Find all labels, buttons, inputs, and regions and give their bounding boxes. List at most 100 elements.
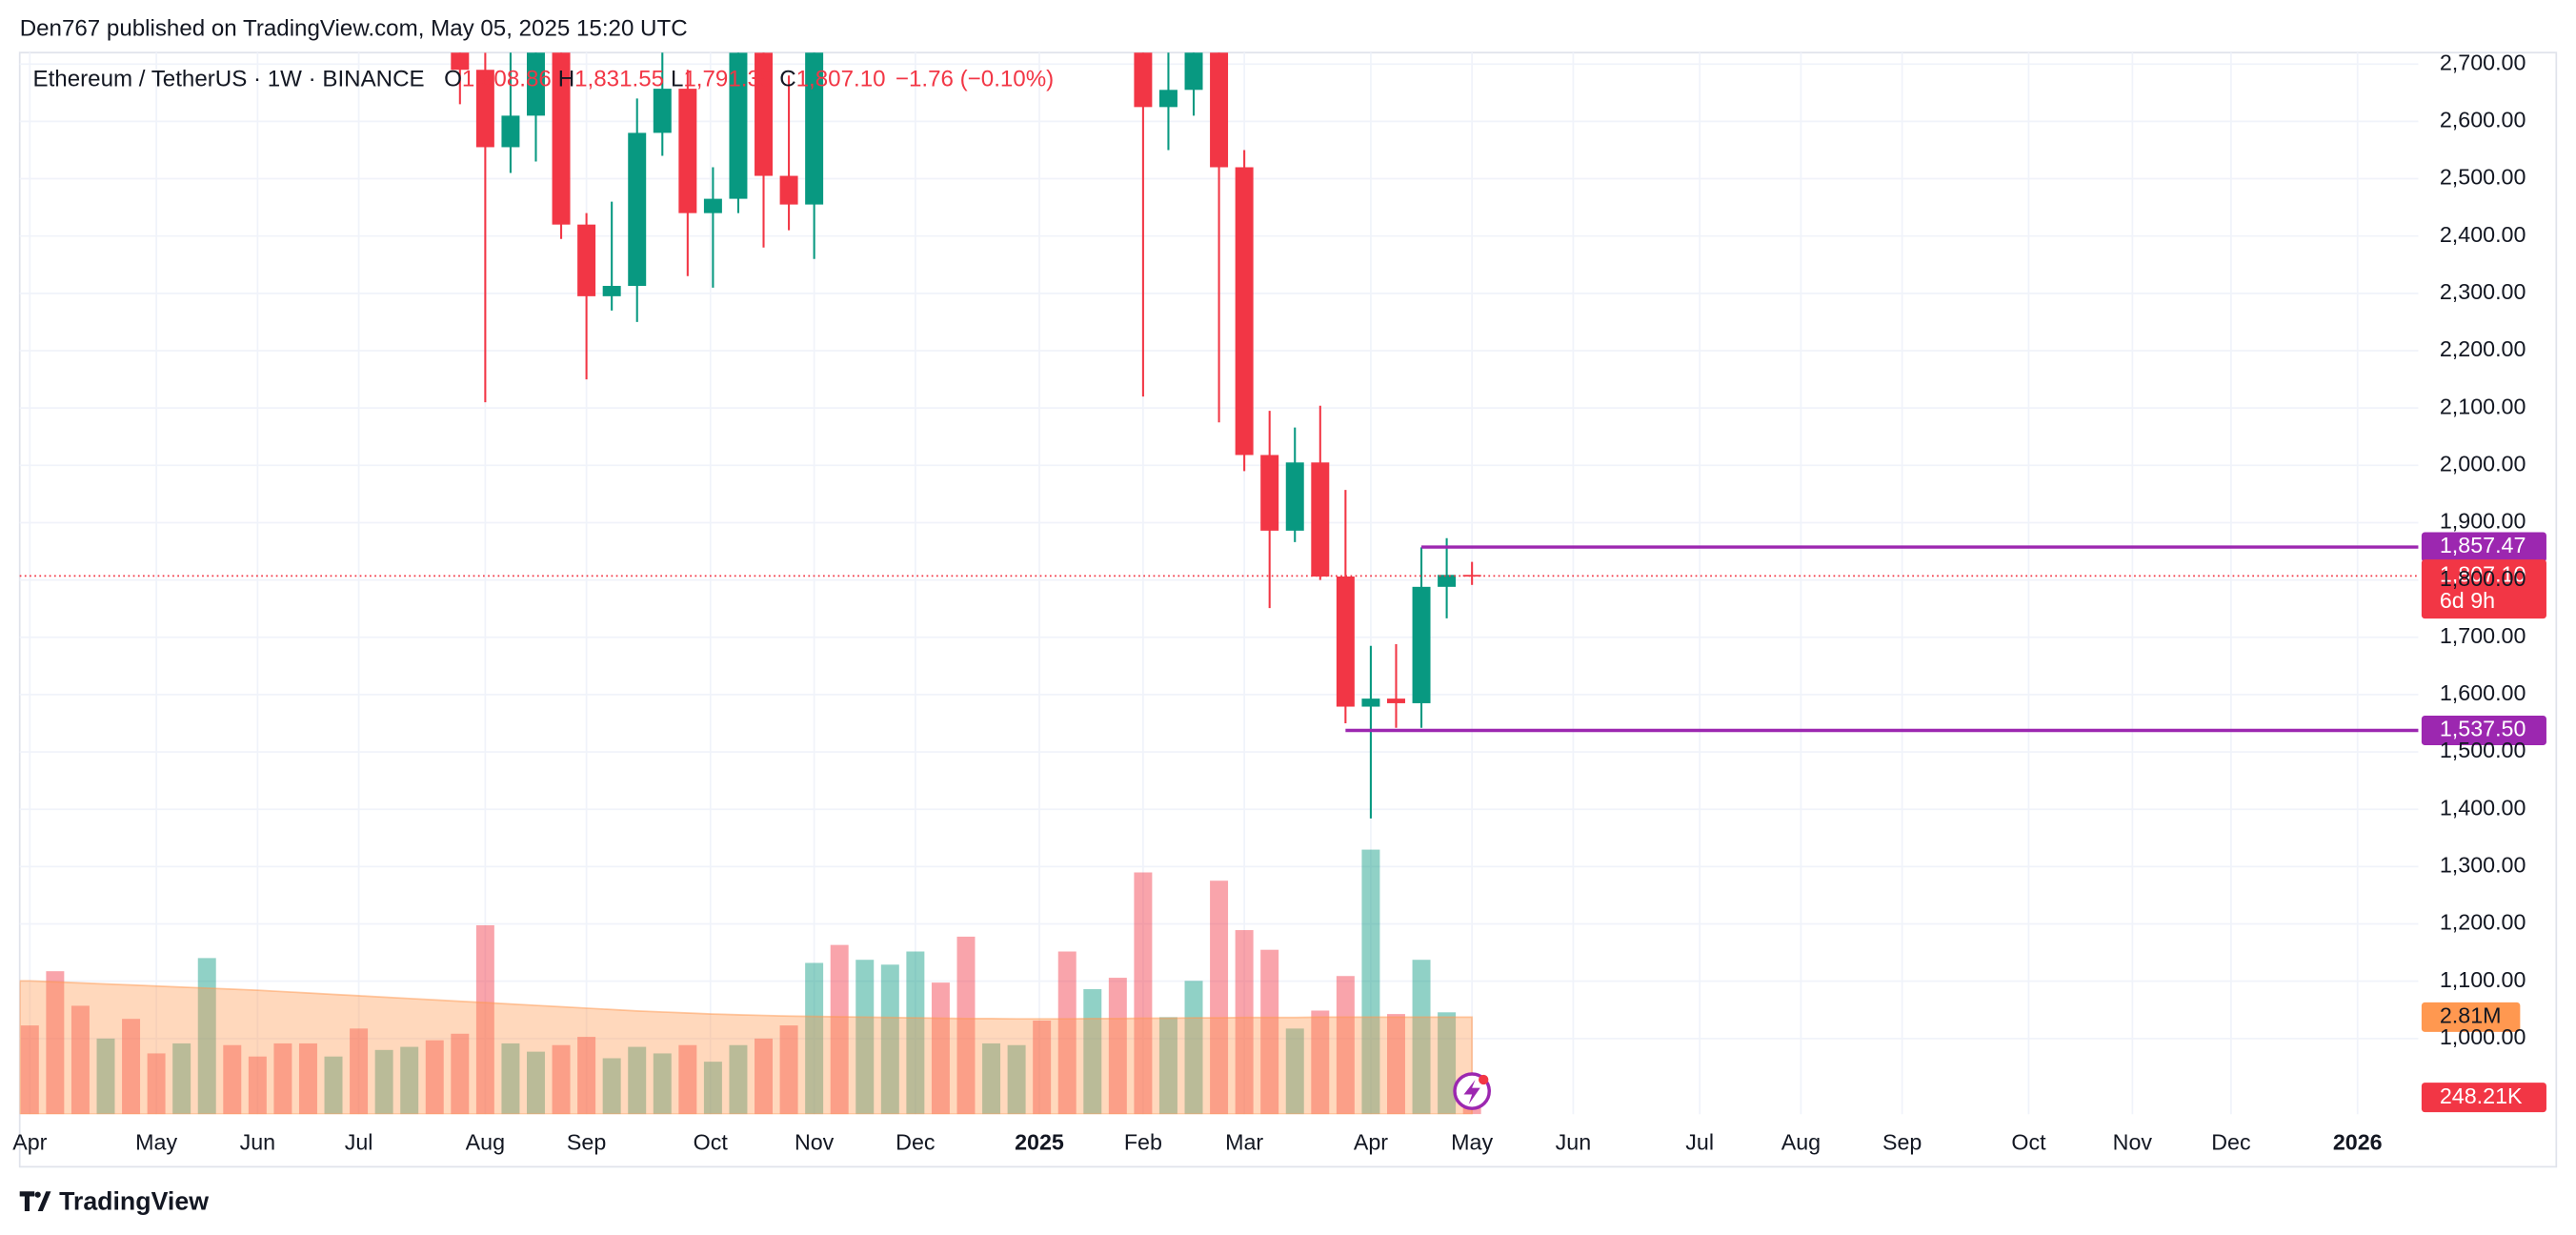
candle-body	[703, 198, 722, 213]
x-tick-label: Nov	[795, 1129, 835, 1154]
y-tick-label: 1,700.00	[2440, 623, 2526, 648]
x-tick-label: 2025	[1015, 1129, 1064, 1154]
x-tick-label: Apr	[12, 1129, 47, 1154]
x-tick-label: Dec	[2211, 1129, 2251, 1154]
volume-bar	[20, 1025, 39, 1115]
y-tick-label: 1,600.00	[2440, 680, 2526, 705]
y-tick-label: 1,000.00	[2440, 1024, 2526, 1049]
volume-ma-area	[19, 980, 1474, 1115]
volume-pane	[19, 849, 1481, 1115]
candle-body	[1336, 576, 1355, 707]
level-label: 1,857.47	[2440, 533, 2526, 557]
y-tick-label: 1,500.00	[2440, 738, 2526, 762]
y-tick-label: 2,700.00	[2440, 50, 2526, 74]
volume-bar	[475, 924, 494, 1115]
countdown: 6d 9h	[2440, 588, 2495, 613]
volume-bar	[1386, 1014, 1405, 1115]
x-tick-label: Jun	[1556, 1129, 1592, 1154]
x-tick-label: Aug	[466, 1129, 505, 1154]
y-tick-label: 2,000.00	[2440, 451, 2526, 476]
volume-bar	[755, 1038, 774, 1115]
volume-bar	[273, 1043, 292, 1115]
candle-body	[805, 52, 824, 205]
volume-ma-label: 2.81M	[2440, 1003, 2502, 1028]
volume-bar	[956, 936, 976, 1115]
volume-bar	[1260, 949, 1279, 1115]
volume-bar	[324, 1056, 343, 1115]
volume-ma-box	[2421, 1002, 2521, 1032]
volume-bar	[1184, 981, 1203, 1115]
volume-bar	[248, 1056, 267, 1115]
y-tick-label: 2,400.00	[2440, 222, 2526, 247]
candle-body	[1412, 586, 1431, 703]
volume-bar	[425, 1040, 444, 1115]
candle-body	[602, 286, 621, 296]
volume-bar	[880, 964, 899, 1115]
x-tick-label: Jul	[345, 1129, 373, 1154]
candle-body	[729, 52, 748, 199]
volume-bar	[1412, 960, 1431, 1115]
volume-bar	[1134, 872, 1153, 1115]
volume-bar	[906, 951, 925, 1115]
volume-bar	[527, 1051, 545, 1115]
volume-bar	[1235, 930, 1254, 1115]
legend-key: O	[444, 67, 462, 92]
volume-box	[2421, 1083, 2546, 1113]
brand-name: TradingView	[59, 1186, 209, 1215]
volume-bar	[501, 1043, 520, 1115]
x-tick-label: Sep	[1882, 1129, 1922, 1154]
volume-bar	[298, 1043, 317, 1115]
candle-body	[1235, 167, 1254, 456]
grid	[19, 52, 2419, 1115]
volume-bar	[653, 1053, 672, 1115]
symbol-title: Ethereum / TetherUS · 1W · BINANCE	[32, 67, 424, 92]
volume-bar	[1311, 1010, 1330, 1115]
last-price-label: 1,807.10	[2440, 561, 2526, 586]
volume-bar	[1108, 978, 1127, 1115]
candle-body	[1134, 52, 1153, 108]
volume-bar	[577, 1037, 596, 1115]
candle-body	[1260, 455, 1279, 531]
candle-body	[1386, 698, 1405, 703]
candle-body	[1158, 90, 1177, 108]
axes: 1,000.00 1,100.00 1,200.00 1,300.00 1,400.00…	[12, 50, 2526, 1154]
candle-body	[577, 224, 596, 296]
volume-bar	[172, 1043, 191, 1115]
chart-frame	[18, 51, 2558, 1168]
alert-icon[interactable]	[1453, 1072, 1491, 1110]
volume-bar	[96, 1038, 115, 1115]
volume-bar	[779, 1025, 798, 1115]
y-tick-label: 1,900.00	[2440, 509, 2526, 534]
x-tick-label: Oct	[694, 1129, 729, 1154]
y-tick-label: 2,100.00	[2440, 394, 2526, 418]
y-tick-label: 2,200.00	[2440, 336, 2526, 361]
byline: Den767 published on TradingView.com, May…	[20, 15, 688, 41]
candle-body	[628, 132, 647, 287]
volume-bar	[830, 944, 849, 1115]
y-tick-label: 1,800.00	[2440, 566, 2526, 591]
volume-bar	[1083, 989, 1102, 1115]
volume-bar	[628, 1046, 647, 1115]
volume-bar	[122, 1019, 141, 1115]
price-pane	[451, 52, 1481, 819]
volume-bar	[147, 1053, 166, 1115]
legend-key: C	[779, 67, 795, 92]
volume-bar	[1158, 1017, 1177, 1115]
volume-bar	[855, 960, 875, 1115]
legend-value: 1,791.35	[683, 67, 773, 92]
y-tick-label: 1,400.00	[2440, 795, 2526, 820]
x-tick-label: Dec	[896, 1129, 936, 1154]
volume-bar	[1285, 1028, 1304, 1115]
candle-body	[755, 52, 774, 176]
volume-bar	[374, 1049, 393, 1115]
y-tick-label: 2,500.00	[2440, 165, 2526, 190]
volume-bar	[982, 1043, 1001, 1115]
candle-body	[527, 52, 545, 116]
candle-body	[678, 89, 697, 213]
x-tick-label: Apr	[1354, 1129, 1388, 1154]
volume-bar	[552, 1044, 571, 1115]
candle-body	[1438, 575, 1457, 587]
